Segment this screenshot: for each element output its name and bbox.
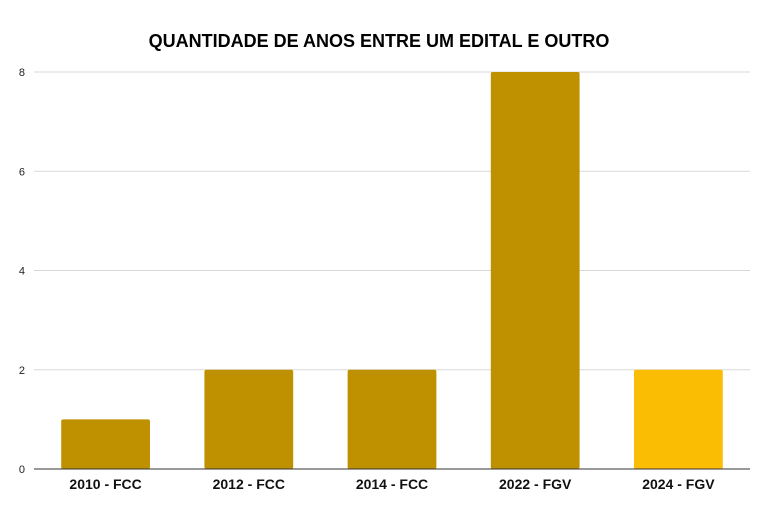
bar-2010-fcc bbox=[61, 419, 150, 469]
y-tick-label: 2 bbox=[19, 365, 25, 377]
chart-title: QUANTIDADE DE ANOS ENTRE UM EDITAL E OUT… bbox=[149, 31, 610, 51]
x-tick-label: 2024 - FGV bbox=[642, 476, 715, 492]
gridlines bbox=[34, 71, 750, 371]
bar-2024-fgv bbox=[634, 369, 723, 469]
bars bbox=[61, 72, 723, 469]
bar-2014-fcc bbox=[347, 369, 437, 469]
bar-2012-fcc bbox=[204, 369, 294, 469]
y-axis-ticks: 0 2 4 6 8 bbox=[19, 67, 25, 476]
bar-2022-fgv bbox=[490, 72, 580, 469]
y-tick-label: 8 bbox=[19, 67, 25, 79]
y-tick-label: 4 bbox=[19, 266, 25, 278]
x-tick-label: 2022 - FGV bbox=[499, 476, 572, 492]
y-tick-label: 0 bbox=[19, 464, 25, 476]
x-tick-label: 2010 - FCC bbox=[69, 476, 141, 492]
x-tick-label: 2012 - FCC bbox=[213, 476, 285, 492]
x-axis-ticks: 2010 - FCC 2012 - FCC 2014 - FCC 2022 - FGV… bbox=[69, 476, 715, 492]
y-tick-label: 6 bbox=[19, 166, 25, 178]
x-tick-label: 2014 - FCC bbox=[356, 476, 428, 492]
